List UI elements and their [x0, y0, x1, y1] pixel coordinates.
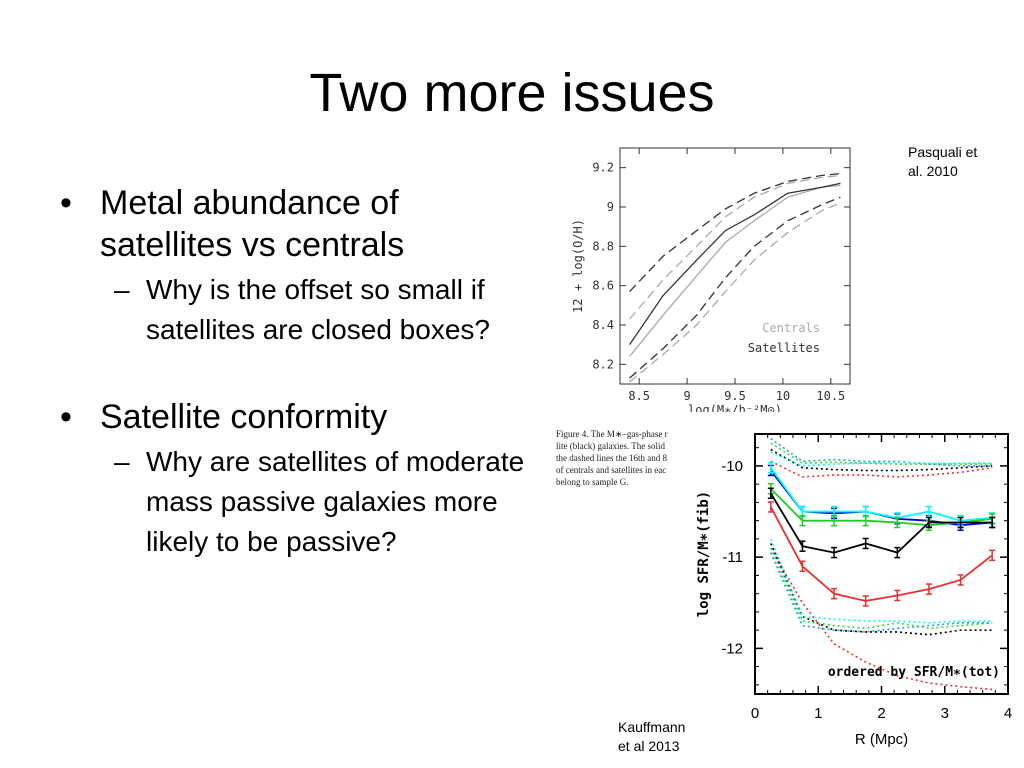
- bullet-dot: •: [60, 398, 72, 436]
- citation-line: Kauffmann: [618, 719, 686, 735]
- x-tick-label: 2: [877, 705, 885, 722]
- series-line: [770, 460, 993, 478]
- series-line: [629, 196, 841, 379]
- caption-line: belong to sample G.: [556, 477, 629, 487]
- x-tick-label: 4: [1004, 705, 1012, 722]
- series-line: [770, 442, 993, 465]
- y-tick-label: 9: [607, 200, 614, 214]
- sfr-radius-chart: 0 1 2 3 4 -10 -11 -12 R (Mpc) log SFR/M∗(fib) orde…: [696, 433, 1012, 748]
- caption-line: the dashed lines the 16th and 8: [556, 453, 667, 463]
- bullet-metal-abundance: • Metal abundance of satellites vs centr…: [60, 182, 540, 266]
- sub-bullet-text: Why are satellites of moderate mass pass…: [146, 446, 525, 557]
- x-tick-label: 0: [751, 705, 759, 722]
- caption-line: lite (black) galaxies. The solid: [556, 441, 666, 451]
- x-tick-label: 10: [776, 389, 790, 403]
- legend-satellites: Satellites: [748, 341, 820, 355]
- citation-line: al. 2010: [908, 163, 958, 179]
- y-tick-label: 9.2: [592, 161, 614, 175]
- bullet-dot: •: [60, 184, 72, 222]
- caption-line: Figure 4. The M∗–gas-phase r: [556, 429, 668, 439]
- sub-bullet-dash: –: [114, 446, 130, 477]
- x-tick-label: 8.5: [628, 389, 650, 403]
- y-tick-label: -10: [721, 458, 743, 475]
- series-line: [629, 202, 841, 383]
- citation-pasquali: Pasquali et al. 2010: [908, 143, 977, 181]
- series-line: [629, 174, 841, 320]
- x-axis-label: log(M∗/h⁻²M⊙): [688, 403, 782, 412]
- x-tick-label: 1: [814, 705, 822, 722]
- sub-bullet-passive: – Why are satellites of moderate mass pa…: [60, 442, 540, 562]
- series-line: [770, 448, 993, 472]
- chart-annotation: ordered by SFR/M∗(tot): [828, 665, 1000, 680]
- series-line: [629, 182, 841, 346]
- bullet-list: • Metal abundance of satellites vs centr…: [60, 182, 540, 562]
- series-line: [770, 547, 993, 691]
- y-tick-label: 8.6: [592, 279, 614, 293]
- series-line: [770, 437, 993, 467]
- x-axis-label: R (Mpc): [855, 731, 908, 748]
- series-line: [770, 492, 993, 554]
- sub-bullet-text: Why is the offset so small if satellites…: [146, 274, 490, 345]
- legend-centrals: Centrals: [762, 321, 820, 335]
- sub-bullet-dash: –: [114, 274, 130, 305]
- x-tick-label: 9: [683, 389, 690, 403]
- citation-line: Pasquali et: [908, 144, 978, 160]
- citation-kauffmann: Kauffmann et al 2013: [618, 718, 685, 756]
- y-tick-label: 8.4: [592, 318, 614, 332]
- figure-caption: Figure 4. The M∗–gas-phase r lite (black…: [556, 428, 702, 498]
- y-tick-label: 8.8: [592, 239, 614, 253]
- sub-bullet-offset: – Why is the offset so small if satellit…: [60, 270, 540, 350]
- series-line: [629, 172, 841, 293]
- metallicity-chart: 8.5 9 9.5 10 10.5 8.2 8.4 8.6 8.8 9 9.2 log(M∗/h⁻²M…: [571, 147, 851, 412]
- bullet-text: Metal abundance of satellites vs central…: [100, 184, 405, 264]
- series-line: [770, 467, 993, 522]
- y-tick-label: -12: [721, 640, 743, 657]
- slide-title: Two more issues: [309, 63, 715, 123]
- bullet-text: Satellite conformity: [100, 398, 388, 436]
- series-line: [770, 552, 993, 633]
- y-tick-label: -11: [722, 549, 743, 566]
- caption-line: of centrals and satellites in eac: [556, 465, 667, 475]
- plot-frame: [754, 433, 1009, 695]
- x-tick-label: 9.5: [724, 389, 746, 403]
- series-line: [770, 538, 993, 624]
- series-line: [770, 543, 993, 636]
- x-tick-label: 3: [941, 705, 949, 722]
- y-axis-label: 12 + log(O/H): [571, 219, 585, 313]
- series-line: [770, 506, 993, 602]
- bullet-satellite-conformity: • Satellite conformity: [60, 396, 540, 438]
- y-axis-label: log SFR/M∗(fib): [696, 491, 712, 617]
- x-tick-label: 10.5: [816, 389, 845, 403]
- citation-line: et al 2013: [618, 738, 680, 754]
- y-tick-label: 8.2: [592, 357, 614, 371]
